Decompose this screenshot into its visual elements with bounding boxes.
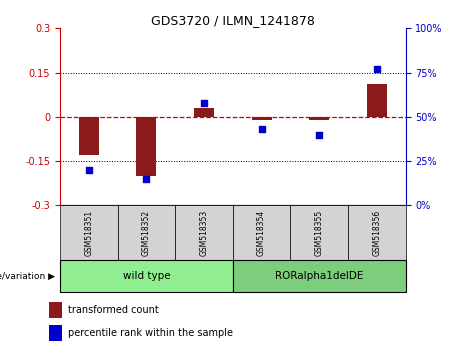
Text: RORalpha1delDE: RORalpha1delDE [275,271,363,281]
Bar [136,117,156,176]
Text: GSM518355: GSM518355 [315,210,324,256]
Title: GDS3720 / ILMN_1241878: GDS3720 / ILMN_1241878 [151,14,315,27]
Text: percentile rank within the sample: percentile rank within the sample [68,328,233,338]
Text: wild type: wild type [123,271,170,281]
Bar [348,205,406,260]
Bar [367,84,387,117]
Bar [60,205,118,260]
Bar [79,117,99,155]
Point [315,132,323,137]
Point [85,167,92,173]
Point [373,66,381,72]
Text: GSM518356: GSM518356 [372,210,381,256]
Text: GSM518353: GSM518353 [200,210,208,256]
Bar [309,117,329,120]
Point [142,176,150,182]
Bar [48,325,62,341]
Bar [60,260,233,292]
Point [200,100,207,105]
Text: GSM518351: GSM518351 [84,210,93,256]
Bar [48,302,62,318]
Point [258,126,266,132]
Bar [233,260,406,292]
Bar [233,205,290,260]
Bar [175,205,233,260]
Bar [290,205,348,260]
Text: transformed count: transformed count [68,305,159,315]
Text: GSM518352: GSM518352 [142,210,151,256]
Text: GSM518354: GSM518354 [257,210,266,256]
Bar [252,117,272,120]
Text: genotype/variation ▶: genotype/variation ▶ [0,272,55,281]
Bar [118,205,175,260]
Bar [194,108,214,117]
